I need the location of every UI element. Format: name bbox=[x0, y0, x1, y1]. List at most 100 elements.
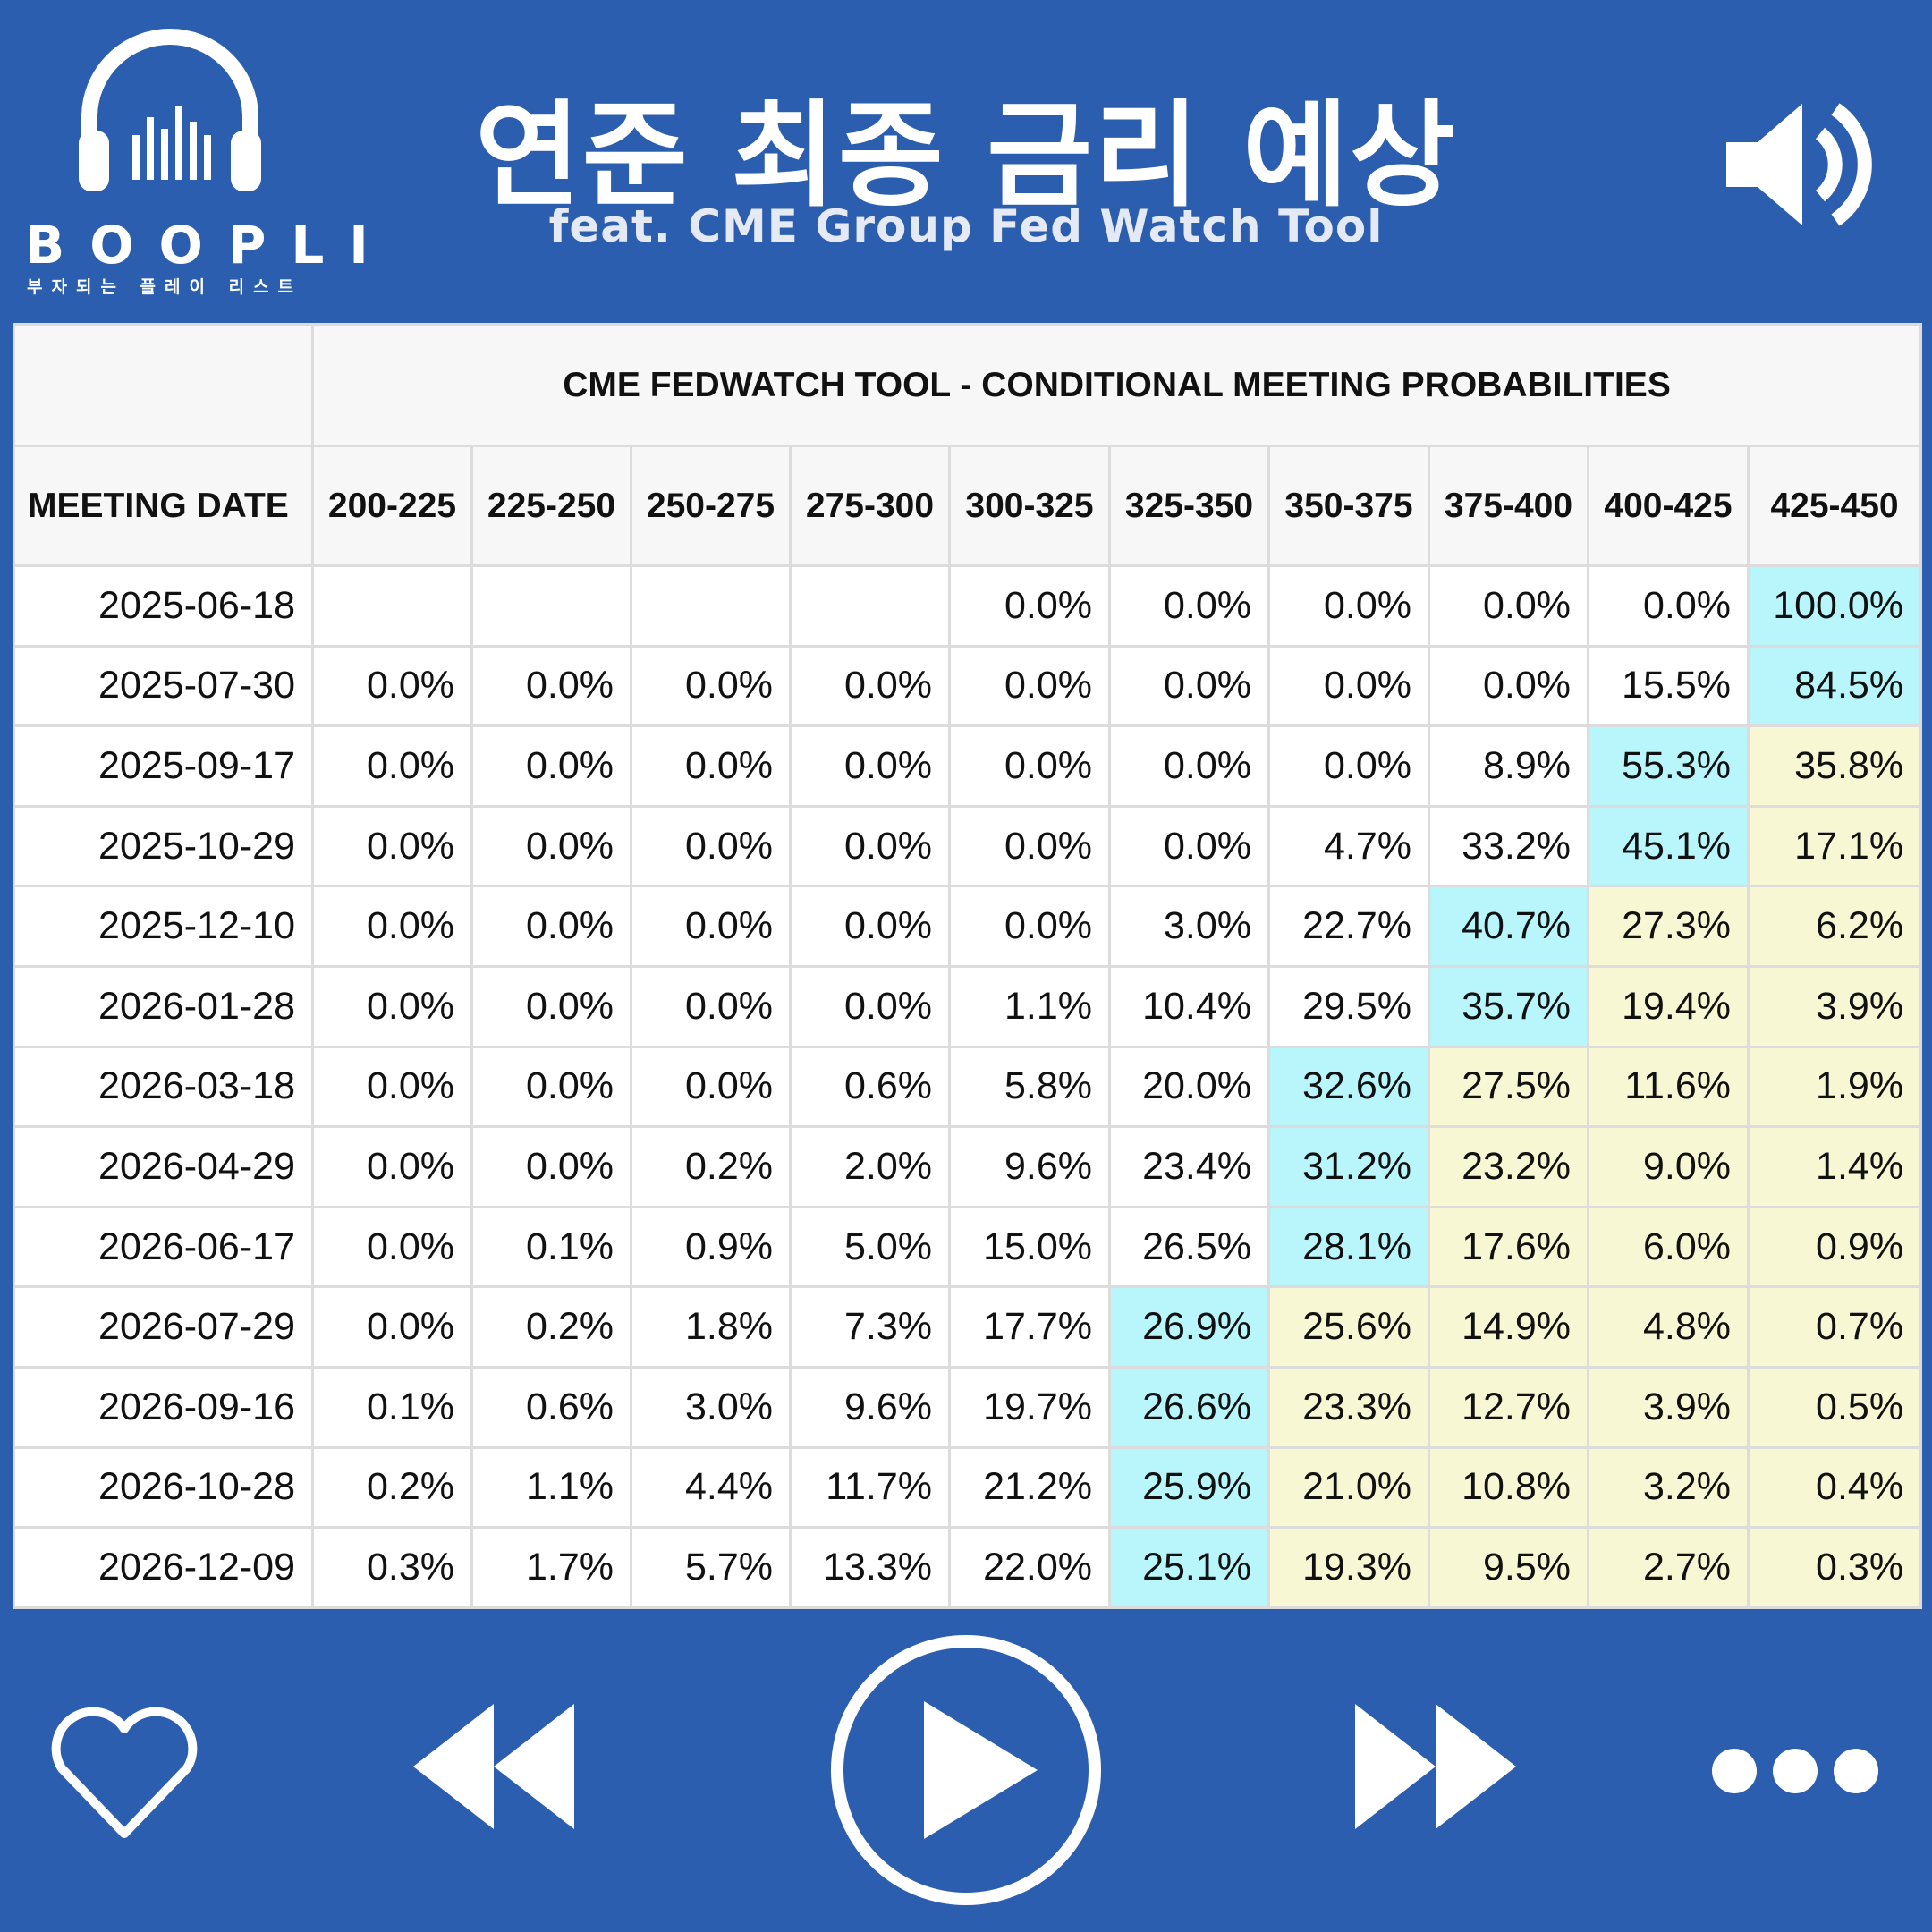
probability-cell: 0.0% bbox=[470, 964, 632, 1048]
meeting-date-cell: 2025-06-18 bbox=[13, 564, 314, 648]
header: BOOPLI 부자되는 플레이 리스트 연준 최종 금리 예상 feat. CM… bbox=[0, 0, 1932, 320]
column-header-300-325: 300-325 bbox=[948, 445, 1111, 567]
rewind-icon[interactable] bbox=[413, 1704, 579, 1833]
probability-cell: 0.0% bbox=[470, 804, 632, 888]
probability-cell: 0.0% bbox=[1267, 724, 1430, 808]
probability-cell: 0.0% bbox=[948, 885, 1111, 968]
probability-cell: 19.4% bbox=[1587, 964, 1750, 1048]
probability-cell: 9.6% bbox=[948, 1125, 1111, 1208]
probability-cell: 0.6% bbox=[470, 1365, 632, 1449]
probability-cell: 22.7% bbox=[1267, 885, 1430, 968]
probability-cell: 21.0% bbox=[1267, 1445, 1430, 1530]
column-header-325-350: 325-350 bbox=[1108, 445, 1270, 567]
fast-forward-icon[interactable] bbox=[1355, 1704, 1521, 1833]
meeting-date-cell: 2025-12-10 bbox=[13, 885, 314, 968]
probability-cell: 7.3% bbox=[789, 1285, 951, 1368]
probability-cell: 0.0% bbox=[1108, 564, 1270, 648]
table-row: 2025-09-17 0.0% 0.0% 0.0% 0.0% 0.0% 0.0% 0.0% 8.… bbox=[13, 724, 1923, 808]
probability-cell: 0.0% bbox=[470, 1045, 632, 1129]
probability-cell: 0.6% bbox=[789, 1045, 951, 1129]
column-header-350-375: 350-375 bbox=[1267, 445, 1430, 567]
probability-cell: 0.2% bbox=[470, 1285, 632, 1368]
meeting-date-cell: 2026-04-29 bbox=[13, 1125, 314, 1208]
probability-cell: 0.9% bbox=[630, 1205, 792, 1289]
column-header-250-275: 250-275 bbox=[630, 445, 792, 567]
probability-cell: 0.0% bbox=[789, 885, 951, 968]
meeting-date-cell: 2025-07-30 bbox=[13, 644, 314, 728]
probability-cell: 0.0% bbox=[630, 644, 792, 728]
probability-cell: 26.9% bbox=[1108, 1285, 1270, 1368]
probability-cell: 0.4% bbox=[1746, 1445, 1923, 1530]
probability-cell: 4.8% bbox=[1587, 1285, 1750, 1368]
brand-tagline: 부자되는 플레이 리스트 bbox=[27, 277, 303, 297]
probability-cell: 31.2% bbox=[1267, 1125, 1430, 1208]
column-header-200-225: 200-225 bbox=[311, 445, 473, 567]
probability-cell: 3.0% bbox=[630, 1365, 792, 1449]
more-icon[interactable] bbox=[1710, 1744, 1880, 1801]
probability-cell: 0.0% bbox=[311, 1125, 473, 1208]
probability-cell: 27.5% bbox=[1428, 1045, 1589, 1129]
probability-cell: 1.7% bbox=[470, 1526, 632, 1609]
probability-cell: 23.2% bbox=[1428, 1125, 1589, 1208]
probability-cell: 21.2% bbox=[948, 1445, 1111, 1530]
table-row: 2026-06-17 0.0% 0.1% 0.9% 5.0% 15.0% 26.5% 28.1… bbox=[13, 1205, 1923, 1289]
play-icon bbox=[831, 1635, 1101, 1905]
probability-cell: 0.0% bbox=[311, 1205, 473, 1289]
column-header-425-450: 425-450 bbox=[1746, 445, 1923, 567]
meeting-date-cell: 2026-06-17 bbox=[13, 1205, 314, 1289]
probability-cell: 9.0% bbox=[1587, 1125, 1750, 1208]
probability-cell: 11.7% bbox=[789, 1445, 951, 1530]
probability-cell: 5.0% bbox=[789, 1205, 951, 1289]
probability-table: CME FEDWATCH TOOL - CONDITIONAL MEETING … bbox=[13, 323, 1923, 1609]
probability-cell: 40.7% bbox=[1428, 885, 1589, 968]
probability-cell: 17.6% bbox=[1428, 1205, 1589, 1289]
probability-cell: 5.7% bbox=[630, 1526, 792, 1609]
probability-cell: 3.0% bbox=[1108, 885, 1270, 968]
page-subtitle: feat. CME Group Fed Watch Tool bbox=[548, 200, 1384, 252]
probability-cell: 3.9% bbox=[1587, 1365, 1750, 1449]
probability-cell: 0.9% bbox=[1746, 1205, 1923, 1289]
probability-cell: 33.2% bbox=[1428, 804, 1589, 888]
probability-cell: 17.1% bbox=[1746, 804, 1923, 888]
caption-empty bbox=[13, 323, 314, 447]
probability-cell: 27.3% bbox=[1587, 885, 1750, 968]
probability-cell: 0.0% bbox=[630, 885, 792, 968]
logo: BOOPLI 부자되는 플레이 리스트 bbox=[21, 23, 369, 301]
probability-cell: 1.1% bbox=[470, 1445, 632, 1530]
probability-cell: 0.0% bbox=[789, 724, 951, 808]
speaker-icon[interactable] bbox=[1717, 93, 1878, 236]
probability-cell: 20.0% bbox=[1108, 1045, 1270, 1129]
probability-cell: 11.6% bbox=[1587, 1045, 1750, 1129]
probability-cell: 1.1% bbox=[948, 964, 1111, 1048]
probability-cell: 22.0% bbox=[948, 1526, 1111, 1609]
play-button[interactable] bbox=[827, 1631, 1105, 1912]
probability-cell: 10.8% bbox=[1428, 1445, 1589, 1530]
probability-cell: 3.9% bbox=[1746, 964, 1923, 1048]
probability-cell: 0.0% bbox=[1108, 644, 1270, 728]
probability-cell: 0.0% bbox=[470, 885, 632, 968]
table-row: 2026-03-18 0.0% 0.0% 0.0% 0.6% 5.8% 20.0% 32.6%… bbox=[13, 1045, 1923, 1129]
probability-cell: 0.0% bbox=[948, 644, 1111, 728]
probability-cell: 35.7% bbox=[1428, 964, 1589, 1048]
probability-cell: 19.7% bbox=[948, 1365, 1111, 1449]
meeting-date-cell: 2026-09-16 bbox=[13, 1365, 314, 1449]
probability-cell: 0.0% bbox=[1267, 564, 1430, 648]
probability-cell: 2.0% bbox=[789, 1125, 951, 1208]
player-controls bbox=[0, 1610, 1932, 1932]
probability-cell: 0.0% bbox=[630, 964, 792, 1048]
probability-cell: 100.0% bbox=[1746, 564, 1923, 648]
table-row: 2025-10-29 0.0% 0.0% 0.0% 0.0% 0.0% 0.0% 4.7% 33… bbox=[13, 804, 1923, 888]
heart-icon[interactable] bbox=[48, 1704, 200, 1846]
probability-cell: 25.1% bbox=[1108, 1526, 1270, 1609]
table-row: 2026-07-29 0.0% 0.2% 1.8% 7.3% 17.7% 26.9% 25.6… bbox=[13, 1285, 1923, 1368]
probability-cell: 0.2% bbox=[311, 1445, 473, 1530]
probability-cell: 15.5% bbox=[1587, 644, 1750, 728]
probability-cell: 0.0% bbox=[948, 724, 1111, 808]
table-row: 2025-12-10 0.0% 0.0% 0.0% 0.0% 0.0% 3.0% 22.7% 4… bbox=[13, 885, 1923, 968]
probability-cell: 12.7% bbox=[1428, 1365, 1589, 1449]
probability-cell: 3.2% bbox=[1587, 1445, 1750, 1530]
probability-cell: 0.0% bbox=[311, 724, 473, 808]
probability-cell: 2.7% bbox=[1587, 1526, 1750, 1609]
probability-cell: 9.6% bbox=[789, 1365, 951, 1449]
meeting-date-cell: 2026-12-09 bbox=[13, 1526, 314, 1609]
